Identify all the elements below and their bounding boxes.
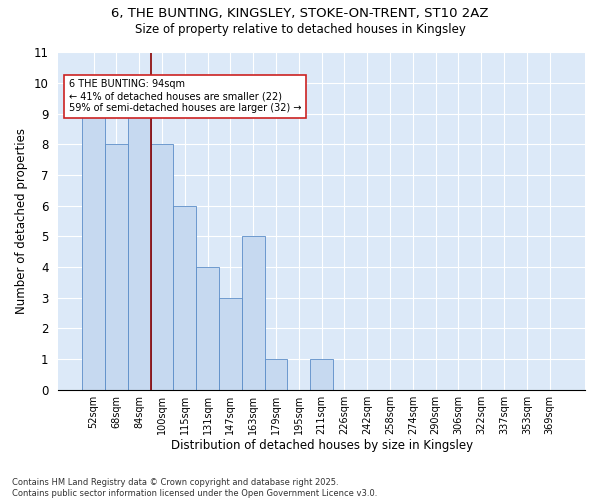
Text: Contains HM Land Registry data © Crown copyright and database right 2025.
Contai: Contains HM Land Registry data © Crown c… xyxy=(12,478,377,498)
Text: 6 THE BUNTING: 94sqm
← 41% of detached houses are smaller (22)
59% of semi-detac: 6 THE BUNTING: 94sqm ← 41% of detached h… xyxy=(69,80,301,112)
Bar xyxy=(151,144,173,390)
Bar xyxy=(242,236,265,390)
Bar xyxy=(310,359,333,390)
Bar xyxy=(196,267,219,390)
Bar xyxy=(82,114,105,390)
X-axis label: Distribution of detached houses by size in Kingsley: Distribution of detached houses by size … xyxy=(170,440,473,452)
Y-axis label: Number of detached properties: Number of detached properties xyxy=(15,128,28,314)
Bar xyxy=(128,114,151,390)
Bar xyxy=(219,298,242,390)
Text: 6, THE BUNTING, KINGSLEY, STOKE-ON-TRENT, ST10 2AZ: 6, THE BUNTING, KINGSLEY, STOKE-ON-TRENT… xyxy=(111,8,489,20)
Bar xyxy=(173,206,196,390)
Bar xyxy=(265,359,287,390)
Bar xyxy=(105,144,128,390)
Text: Size of property relative to detached houses in Kingsley: Size of property relative to detached ho… xyxy=(134,22,466,36)
